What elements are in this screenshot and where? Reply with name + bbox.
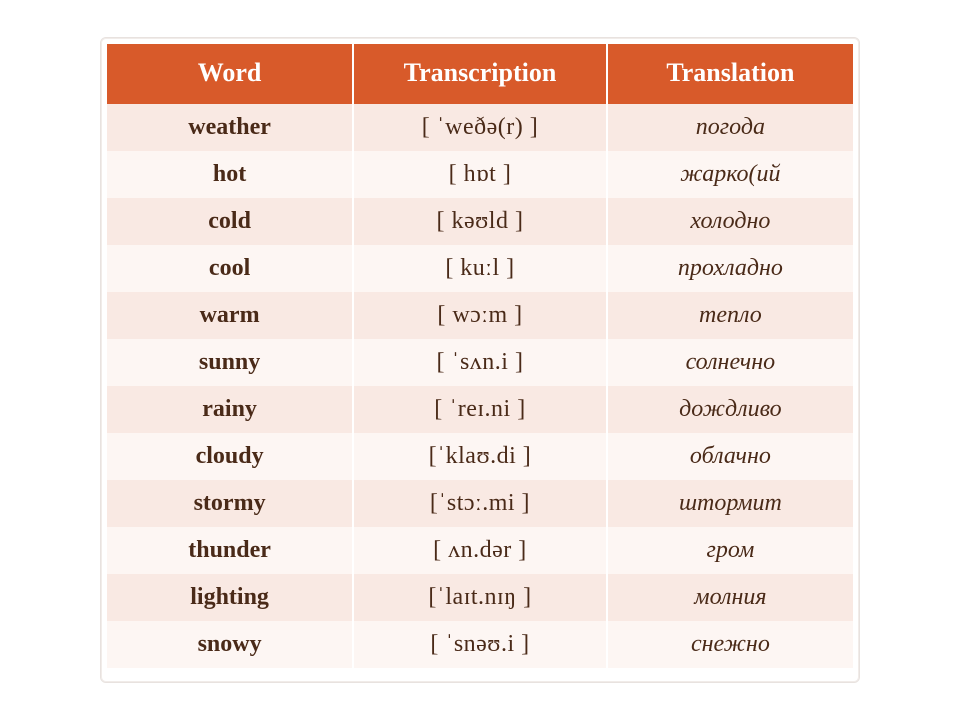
col-translation: Translation xyxy=(607,44,853,104)
cell-transcription: [ hɒt ] xyxy=(353,151,607,198)
table-row: cool [ kuːl ] прохладно xyxy=(107,245,853,292)
cell-translation: тепло xyxy=(607,292,853,339)
table-row: snowy [ ˈsnəʊ.i ] снежно xyxy=(107,621,853,668)
cell-transcription: [ˈlaɪt.nɪŋ ] xyxy=(353,574,607,621)
table-row: lighting [ˈlaɪt.nɪŋ ] молния xyxy=(107,574,853,621)
cell-translation: холодно xyxy=(607,198,853,245)
cell-word: hot xyxy=(107,151,353,198)
table-row: warm [ wɔːm ] тепло xyxy=(107,292,853,339)
col-transcription: Transcription xyxy=(353,44,607,104)
cell-translation: молния xyxy=(607,574,853,621)
cell-translation: гром xyxy=(607,527,853,574)
table-row: rainy [ ˈreɪ.ni ] дождливо xyxy=(107,386,853,433)
cell-transcription: [ˈstɔː.mi ] xyxy=(353,480,607,527)
cell-translation: дождливо xyxy=(607,386,853,433)
cell-transcription: [ ˈsʌn.i ] xyxy=(353,339,607,386)
table-row: weather [ ˈweðə(r) ] погода xyxy=(107,104,853,151)
cell-word: snowy xyxy=(107,621,353,668)
table-row: cold [ kəʊld ] холодно xyxy=(107,198,853,245)
table-row: sunny [ ˈsʌn.i ] солнечно xyxy=(107,339,853,386)
table-row: thunder [ ʌn.dər ] гром xyxy=(107,527,853,574)
table-row: hot [ hɒt ] жарко(ий xyxy=(107,151,853,198)
table-header-row: Word Transcription Translation xyxy=(107,44,853,104)
cell-transcription: [ wɔːm ] xyxy=(353,292,607,339)
vocab-card: Word Transcription Translation weather [… xyxy=(100,37,860,683)
cell-translation: погода xyxy=(607,104,853,151)
cell-transcription: [ ˈsnəʊ.i ] xyxy=(353,621,607,668)
cell-word: thunder xyxy=(107,527,353,574)
cell-word: cool xyxy=(107,245,353,292)
cell-word: warm xyxy=(107,292,353,339)
cell-translation: снежно xyxy=(607,621,853,668)
col-word: Word xyxy=(107,44,353,104)
cell-word: weather xyxy=(107,104,353,151)
cell-translation: солнечно xyxy=(607,339,853,386)
cell-translation: штормит xyxy=(607,480,853,527)
table-body: weather [ ˈweðə(r) ] погода hot [ hɒt ] … xyxy=(107,104,853,668)
vocab-table: Word Transcription Translation weather [… xyxy=(107,44,853,668)
cell-word: sunny xyxy=(107,339,353,386)
cell-transcription: [ kəʊld ] xyxy=(353,198,607,245)
cell-transcription: [ ʌn.dər ] xyxy=(353,527,607,574)
cell-word: cloudy xyxy=(107,433,353,480)
cell-transcription: [ ˈreɪ.ni ] xyxy=(353,386,607,433)
cell-transcription: [ kuːl ] xyxy=(353,245,607,292)
cell-word: lighting xyxy=(107,574,353,621)
cell-transcription: [ ˈweðə(r) ] xyxy=(353,104,607,151)
cell-word: stormy xyxy=(107,480,353,527)
cell-word: cold xyxy=(107,198,353,245)
cell-translation: прохладно xyxy=(607,245,853,292)
cell-word: rainy xyxy=(107,386,353,433)
cell-translation: жарко(ий xyxy=(607,151,853,198)
cell-translation: облачно xyxy=(607,433,853,480)
table-row: cloudy [ˈklaʊ.di ] облачно xyxy=(107,433,853,480)
cell-transcription: [ˈklaʊ.di ] xyxy=(353,433,607,480)
table-row: stormy [ˈstɔː.mi ] штормит xyxy=(107,480,853,527)
